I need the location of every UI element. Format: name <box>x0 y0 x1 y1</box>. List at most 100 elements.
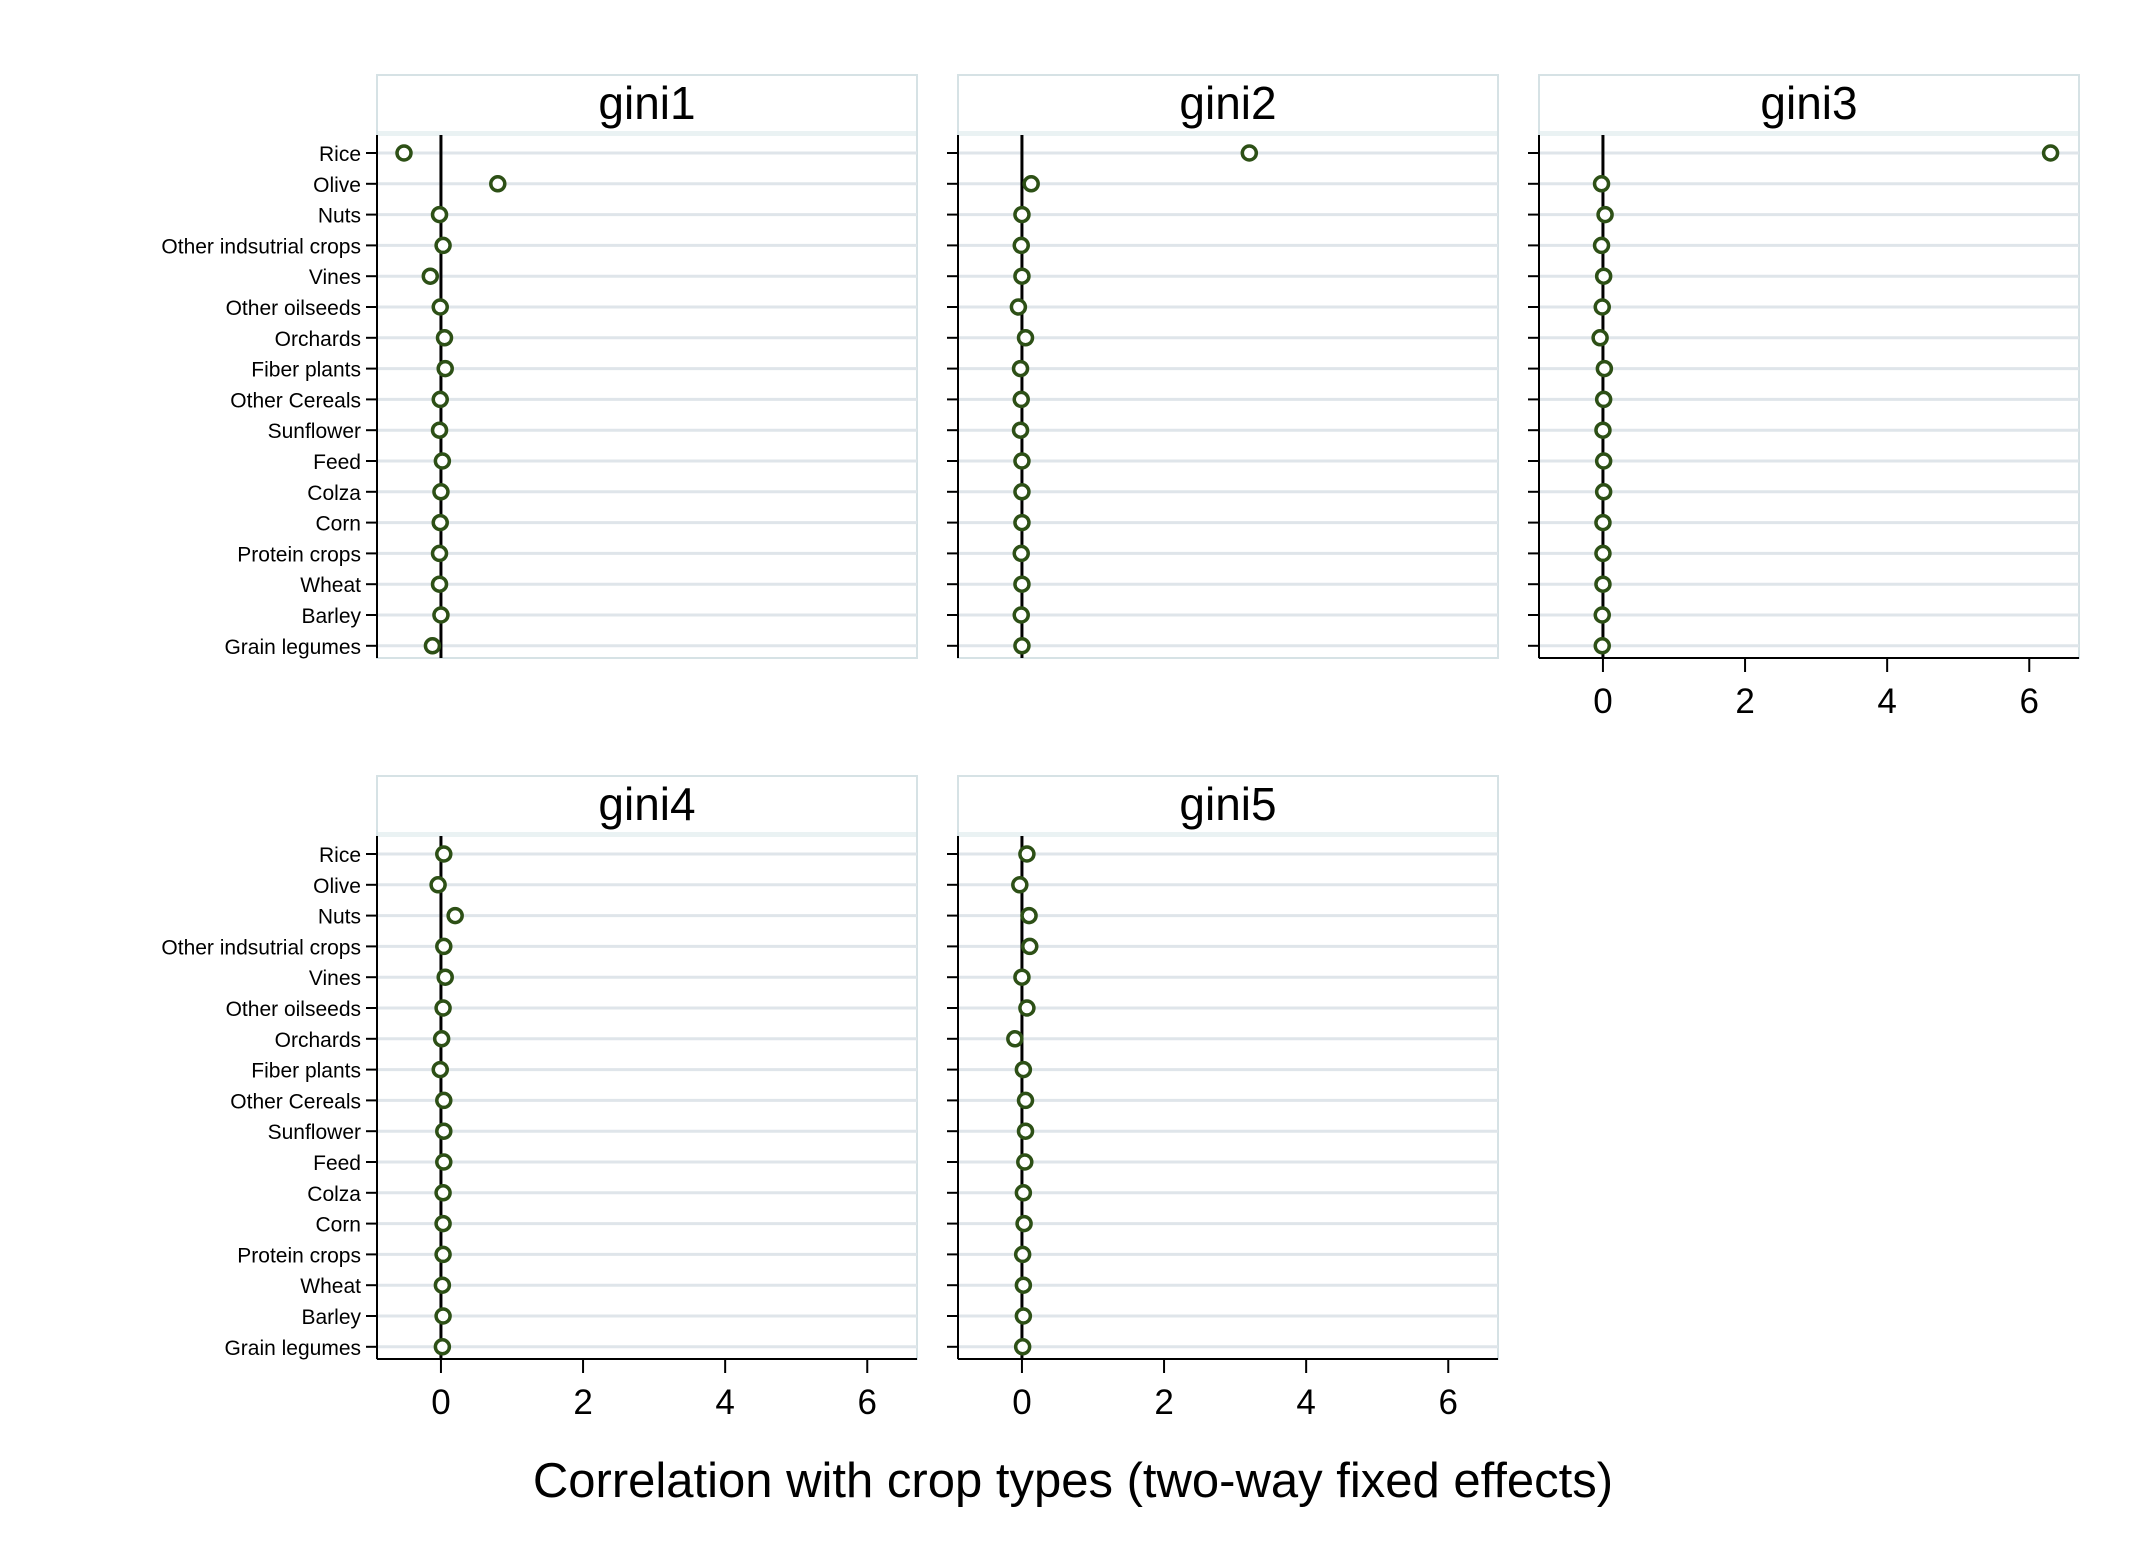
x-tick-label: 6 <box>1439 1383 1458 1422</box>
data-point <box>431 513 449 532</box>
y-tick-label: Vines <box>309 266 361 289</box>
y-tick-label: Wheat <box>300 574 361 597</box>
data-point <box>1006 1030 1024 1048</box>
y-tick-label: Other indsutrial crops <box>161 235 361 258</box>
data-point <box>1011 876 1029 894</box>
data-point <box>1013 968 1031 986</box>
data-point <box>1018 999 1036 1017</box>
data-point <box>1013 575 1031 593</box>
data-point <box>1016 1122 1035 1140</box>
data-point <box>430 544 449 563</box>
data-point <box>435 1091 453 1110</box>
data-point <box>1014 1184 1033 1202</box>
x-tick-label: 6 <box>858 1383 877 1422</box>
data-point <box>1016 329 1035 347</box>
y-tick-label: Grain legumes <box>224 636 361 659</box>
panel-gini4: gini4 Rice Olive Nuts Other indsutrial crops… <box>161 775 918 1422</box>
data-point <box>1594 390 1613 409</box>
data-point <box>489 175 507 193</box>
x-tick-label: 0 <box>431 1383 450 1422</box>
data-point <box>433 452 452 470</box>
data-point <box>1594 452 1613 470</box>
data-point <box>1240 144 1259 162</box>
panel-title-band <box>1538 74 2080 136</box>
data-point <box>435 329 454 347</box>
x-tick-label: 0 <box>1593 682 1612 721</box>
data-point <box>429 876 447 894</box>
data-point <box>430 575 449 593</box>
data-point <box>435 845 453 863</box>
panel-gini3: gini3 0 2 4 6 <box>1528 74 2080 721</box>
data-point <box>436 359 454 378</box>
data-point <box>1013 1338 1032 1356</box>
y-tick-label: Barley <box>301 605 361 628</box>
x-tick-label: 2 <box>573 1383 592 1422</box>
data-point <box>432 606 450 624</box>
panel-gini2: gini2 <box>947 74 1499 659</box>
y-tick-label: Other Cereals <box>230 1090 361 1113</box>
data-point <box>1013 1245 1032 1264</box>
panels-layer: gini1 Rice Olive Nuts Other indsutrial crops… <box>161 74 2080 1422</box>
data-point <box>1596 205 1614 224</box>
data-point <box>1011 359 1030 378</box>
data-point <box>1013 483 1031 501</box>
y-tick-label: Other Cereals <box>230 389 361 412</box>
data-point <box>1594 483 1613 501</box>
x-tick-label: 2 <box>1735 682 1754 721</box>
data-point <box>434 1307 452 1325</box>
x-tick-label: 4 <box>1296 1383 1315 1422</box>
panel-gini5: gini5 0 2 4 6 <box>947 775 1499 1422</box>
y-tick-label: Rice <box>319 844 361 867</box>
panel-frame <box>1538 74 2080 659</box>
data-point <box>434 999 452 1017</box>
data-point <box>1594 421 1612 439</box>
data-point <box>1593 606 1611 624</box>
data-point <box>1013 205 1031 224</box>
panel-title: gini5 <box>1179 778 1276 830</box>
data-point <box>1012 390 1030 409</box>
data-point <box>1021 937 1039 956</box>
panel-title-underline <box>959 131 1497 136</box>
data-point <box>1593 637 1611 655</box>
y-tick-label: Other indsutrial crops <box>161 936 361 959</box>
data-point <box>421 267 440 285</box>
data-point <box>1594 513 1612 532</box>
data-point <box>435 1122 453 1140</box>
data-point <box>433 1338 452 1356</box>
data-point <box>1012 606 1030 624</box>
data-point <box>432 1030 451 1048</box>
data-point <box>1595 359 1614 378</box>
y-tick-label: Nuts <box>318 205 361 228</box>
y-tick-label: Feed <box>313 451 361 474</box>
x-tick-label: 0 <box>1012 1383 1031 1422</box>
data-point <box>1015 1214 1033 1233</box>
panel-title-underline <box>959 832 1497 837</box>
data-point <box>1014 1307 1033 1325</box>
y-tick-label: Fiber plants <box>251 359 361 382</box>
panel-title: gini4 <box>598 778 695 830</box>
panel-frame <box>376 775 918 1360</box>
data-point <box>434 236 452 255</box>
data-point <box>434 1214 452 1233</box>
y-tick-label: Protein crops <box>237 543 361 566</box>
data-point <box>431 1060 449 1079</box>
panel-title: gini2 <box>1179 77 1276 129</box>
data-point <box>1013 267 1031 285</box>
y-tick-label: Barley <box>301 1306 361 1329</box>
data-point <box>435 937 453 956</box>
y-tick-label: Sunflower <box>268 420 361 443</box>
panel-title-underline <box>378 832 916 837</box>
data-point <box>1022 175 1040 193</box>
y-tick-label: Grain legumes <box>224 1337 361 1360</box>
x-tick-label: 6 <box>2020 682 2039 721</box>
x-tick-label: 2 <box>1154 1383 1173 1422</box>
y-tick-label: Colza <box>307 482 361 505</box>
data-point <box>431 390 449 409</box>
data-point <box>1012 544 1030 563</box>
y-tick-label: Other oilseeds <box>226 297 361 320</box>
y-tick-label: Corn <box>315 513 361 536</box>
data-point <box>436 968 454 986</box>
y-tick-label: Corn <box>315 1214 361 1237</box>
panel-title: gini1 <box>598 77 695 129</box>
